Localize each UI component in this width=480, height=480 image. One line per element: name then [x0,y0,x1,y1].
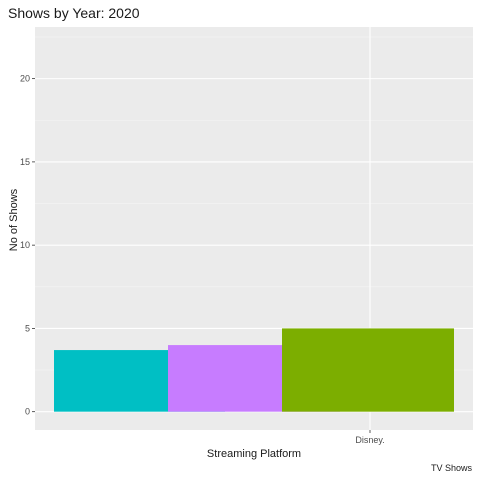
y-tick-label: 15 [20,157,30,167]
y-tick-label: 5 [25,323,30,333]
bar [282,328,454,412]
x-axis-label: Streaming Platform [206,448,302,460]
y-tick-label: 0 [25,407,30,417]
chart-title: Shows by Year: 2020 [8,5,140,21]
y-tick-label: 10 [20,240,30,250]
y-tick-label: 20 [20,74,30,84]
chart-caption: TV Shows [430,463,472,473]
x-tick-label: Disney. [355,435,384,445]
